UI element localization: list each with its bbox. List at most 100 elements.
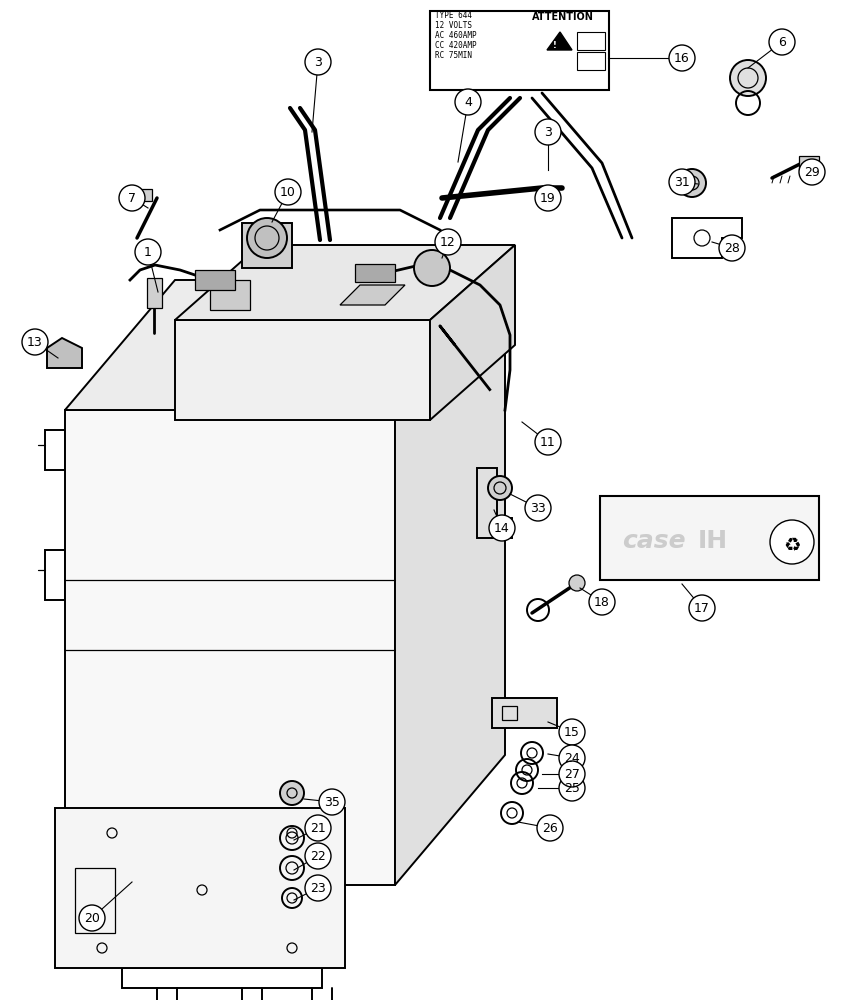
Polygon shape: [175, 320, 430, 420]
Text: 17: 17: [694, 601, 710, 614]
Circle shape: [455, 89, 481, 115]
Bar: [55, 808, 345, 968]
Text: 3: 3: [544, 125, 552, 138]
Circle shape: [769, 29, 795, 55]
Polygon shape: [242, 223, 292, 268]
Text: 27: 27: [564, 768, 580, 780]
Text: RC 75MIN: RC 75MIN: [435, 51, 472, 60]
Circle shape: [135, 239, 161, 265]
Circle shape: [280, 781, 304, 805]
Text: 15: 15: [564, 726, 580, 738]
Circle shape: [535, 429, 561, 455]
Circle shape: [305, 49, 331, 75]
Bar: [577, 32, 605, 50]
Polygon shape: [47, 338, 82, 368]
Polygon shape: [340, 285, 405, 305]
Circle shape: [770, 520, 814, 564]
Text: 29: 29: [804, 165, 820, 178]
Polygon shape: [65, 410, 395, 885]
Circle shape: [719, 235, 745, 261]
Text: 12: 12: [440, 235, 456, 248]
Circle shape: [559, 775, 585, 801]
Text: 3: 3: [314, 55, 322, 68]
FancyBboxPatch shape: [430, 11, 609, 90]
Bar: [115, 775, 285, 855]
Bar: [75, 868, 115, 933]
Text: 10: 10: [280, 186, 296, 198]
Circle shape: [275, 179, 301, 205]
Bar: [115, 590, 285, 710]
Text: 20: 20: [84, 912, 100, 924]
Text: !: !: [553, 41, 557, 50]
Circle shape: [525, 495, 551, 521]
Text: 22: 22: [310, 850, 325, 862]
Circle shape: [79, 905, 105, 931]
Circle shape: [569, 575, 585, 591]
Circle shape: [559, 761, 585, 787]
Text: ATTENTION: ATTENTION: [532, 12, 594, 22]
Text: 1: 1: [144, 245, 152, 258]
Text: 7: 7: [128, 192, 136, 205]
Text: 24: 24: [564, 752, 580, 764]
Circle shape: [305, 843, 331, 869]
Text: IH: IH: [698, 529, 728, 553]
Text: 4: 4: [464, 96, 472, 108]
Bar: [577, 52, 605, 70]
Bar: [502, 706, 517, 720]
Text: 23: 23: [310, 882, 325, 894]
Text: 28: 28: [724, 241, 740, 254]
Bar: [492, 698, 557, 728]
Polygon shape: [195, 270, 235, 290]
Polygon shape: [430, 245, 515, 420]
Bar: [147, 278, 162, 308]
Bar: [799, 156, 819, 170]
Circle shape: [414, 250, 450, 286]
Polygon shape: [355, 264, 395, 282]
Circle shape: [247, 218, 287, 258]
Circle shape: [669, 169, 695, 195]
Text: 21: 21: [310, 822, 325, 834]
Circle shape: [22, 329, 48, 355]
Text: 16: 16: [674, 51, 690, 64]
Circle shape: [559, 745, 585, 771]
Text: 25: 25: [564, 782, 580, 794]
Bar: [210, 280, 250, 310]
Text: AC 460AMP: AC 460AMP: [435, 31, 476, 40]
Circle shape: [799, 159, 825, 185]
Circle shape: [535, 119, 561, 145]
Text: case: case: [622, 529, 686, 553]
Text: 33: 33: [530, 502, 546, 514]
Circle shape: [537, 815, 563, 841]
Text: TYPE 644: TYPE 644: [435, 11, 472, 20]
Text: 31: 31: [674, 176, 690, 188]
Circle shape: [305, 875, 331, 901]
Polygon shape: [547, 32, 572, 50]
Text: 11: 11: [540, 436, 556, 448]
Circle shape: [730, 60, 766, 96]
Text: 18: 18: [594, 595, 610, 608]
Text: CC 420AMP: CC 420AMP: [435, 41, 476, 50]
Text: 26: 26: [542, 822, 558, 834]
Bar: [132, 189, 152, 201]
Polygon shape: [175, 245, 515, 320]
Circle shape: [435, 229, 461, 255]
Circle shape: [589, 589, 615, 615]
Text: 12 VOLTS: 12 VOLTS: [435, 21, 472, 30]
Polygon shape: [395, 280, 505, 885]
FancyBboxPatch shape: [600, 496, 819, 580]
Text: 19: 19: [540, 192, 556, 205]
Text: ♻: ♻: [783, 536, 801, 554]
Circle shape: [488, 476, 512, 500]
Circle shape: [319, 789, 345, 815]
Text: 14: 14: [494, 522, 509, 534]
Circle shape: [489, 515, 515, 541]
Circle shape: [559, 719, 585, 745]
Text: 35: 35: [324, 796, 340, 808]
Circle shape: [535, 185, 561, 211]
Circle shape: [669, 45, 695, 71]
Polygon shape: [65, 280, 505, 410]
Text: 6: 6: [778, 35, 786, 48]
Circle shape: [119, 185, 145, 211]
Circle shape: [678, 169, 706, 197]
Circle shape: [689, 595, 715, 621]
